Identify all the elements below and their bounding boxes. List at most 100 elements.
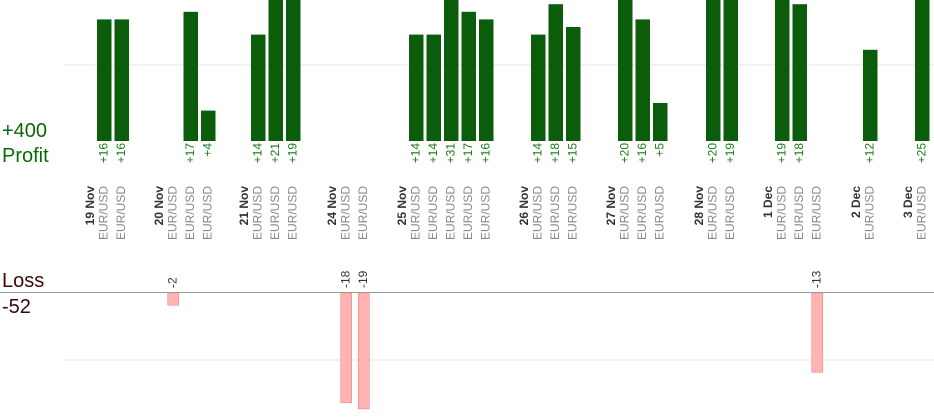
pair-label: EUR/USD bbox=[250, 186, 264, 240]
profit-bar bbox=[531, 34, 546, 141]
pair-label: EUR/USD bbox=[96, 186, 110, 240]
loss-value-label: -2 bbox=[165, 277, 179, 288]
profit-bar bbox=[792, 4, 807, 142]
loss-bar bbox=[357, 292, 370, 410]
pair-label: EUR/USD bbox=[635, 186, 649, 240]
pair-label: EUR/USD bbox=[268, 186, 282, 240]
profit-bar bbox=[548, 4, 563, 142]
date-label: 21 Nov bbox=[237, 186, 251, 226]
profit-value-label: +4 bbox=[200, 143, 214, 157]
pair-label: EUR/USD bbox=[914, 186, 928, 240]
profit-value-label: +14 bbox=[250, 143, 264, 164]
profit-bar bbox=[479, 19, 494, 141]
profit-value-label: +19 bbox=[774, 143, 788, 164]
profit-bar bbox=[566, 27, 581, 141]
pair-label: EUR/USD bbox=[478, 186, 492, 240]
profit-value-label: +14 bbox=[408, 143, 422, 164]
loss-bar bbox=[340, 292, 353, 404]
date-label: 3 Dec bbox=[901, 186, 915, 218]
pair-label: EUR/USD bbox=[356, 186, 370, 240]
profit-value-label: +16 bbox=[635, 143, 649, 164]
pair-label: EUR/USD bbox=[461, 186, 475, 240]
pair-label: EUR/USD bbox=[408, 186, 422, 240]
profit-value-label: +25 bbox=[914, 143, 928, 164]
profit-bar bbox=[461, 11, 476, 141]
profit-axis-label: Profit bbox=[2, 145, 49, 167]
profit-value-label: +18 bbox=[548, 143, 562, 164]
date-label: 2 Dec bbox=[849, 186, 863, 218]
loss-bars bbox=[167, 292, 824, 410]
pair-label: EUR/USD bbox=[183, 186, 197, 240]
profit-value-label: +16 bbox=[114, 143, 128, 164]
loss-value-label: -19 bbox=[356, 270, 370, 288]
pair-label: EUR/USD bbox=[530, 186, 544, 240]
pair-label: EUR/USD bbox=[774, 186, 788, 240]
date-label: 20 Nov bbox=[152, 186, 166, 226]
profit-value-label: +12 bbox=[862, 143, 876, 164]
profit-value-label: +14 bbox=[426, 143, 440, 164]
profit-bar bbox=[286, 0, 301, 141]
loss-value-label: -13 bbox=[809, 270, 823, 288]
pair-label: EUR/USD bbox=[443, 186, 457, 240]
date-label: 25 Nov bbox=[395, 186, 409, 226]
date-label: 27 Nov bbox=[604, 186, 618, 226]
profit-bar bbox=[863, 49, 878, 141]
loss-total-label: -52 bbox=[2, 296, 31, 318]
date-label: 1 Dec bbox=[761, 186, 775, 218]
profit-bar bbox=[251, 34, 266, 141]
profit-bar bbox=[444, 0, 459, 142]
profit-bar bbox=[618, 0, 633, 141]
date-label: 24 Nov bbox=[325, 186, 339, 226]
pair-label: EUR/USD bbox=[200, 186, 214, 240]
loss-axis-label: Loss bbox=[2, 270, 45, 292]
profit-bar bbox=[706, 0, 721, 141]
loss-value-label: -18 bbox=[338, 270, 352, 288]
profit-value-label: +14 bbox=[530, 143, 544, 164]
date-label: 19 Nov bbox=[83, 186, 97, 226]
profit-bar bbox=[409, 34, 424, 141]
pair-label: EUR/USD bbox=[617, 186, 631, 240]
profit-bar bbox=[426, 34, 441, 141]
profit-bar bbox=[775, 0, 790, 141]
pair-label: EUR/USD bbox=[165, 186, 179, 240]
profit-bar bbox=[915, 0, 930, 141]
profit-value-label: +20 bbox=[705, 143, 719, 164]
pair-label: EUR/USD bbox=[809, 186, 823, 240]
profit-bar bbox=[114, 19, 129, 141]
pair-label: EUR/USD bbox=[114, 186, 128, 240]
pair-label: EUR/USD bbox=[548, 186, 562, 240]
profit-bars bbox=[97, 0, 930, 142]
pair-label: EUR/USD bbox=[426, 186, 440, 240]
profit-value-label: +15 bbox=[565, 143, 579, 164]
profit-bar bbox=[183, 11, 198, 141]
pair-label: EUR/USD bbox=[792, 186, 806, 240]
profit-bar bbox=[201, 110, 216, 141]
profit-bar bbox=[653, 103, 668, 141]
profit-bar bbox=[635, 19, 650, 141]
date-label: 28 Nov bbox=[692, 186, 706, 226]
profit-bar bbox=[97, 19, 112, 141]
profit-bar bbox=[268, 0, 283, 142]
profit-value-label: +17 bbox=[183, 143, 197, 164]
pair-label: EUR/USD bbox=[862, 186, 876, 240]
profit-value-label: +16 bbox=[478, 143, 492, 164]
profit-bar bbox=[723, 0, 738, 141]
profit-total-label: +400 bbox=[2, 120, 48, 142]
date-label: 26 Nov bbox=[517, 186, 531, 226]
profit-value-label: +5 bbox=[652, 143, 666, 157]
profit-value-label: +16 bbox=[96, 143, 110, 164]
profit-value-label: +18 bbox=[792, 143, 806, 164]
profit-value-label: +31 bbox=[443, 143, 457, 164]
loss-bar bbox=[811, 292, 824, 373]
pair-label: EUR/USD bbox=[705, 186, 719, 240]
loss-bar bbox=[167, 292, 180, 306]
profit-value-label: +21 bbox=[268, 143, 282, 164]
pair-label: EUR/USD bbox=[652, 186, 666, 240]
profit-value-label: +20 bbox=[617, 143, 631, 164]
profit-value-label: +17 bbox=[461, 143, 475, 164]
pair-label: EUR/USD bbox=[723, 186, 737, 240]
profit-value-label: +19 bbox=[285, 143, 299, 164]
profit-value-label: +19 bbox=[723, 143, 737, 164]
pair-label: EUR/USD bbox=[338, 186, 352, 240]
